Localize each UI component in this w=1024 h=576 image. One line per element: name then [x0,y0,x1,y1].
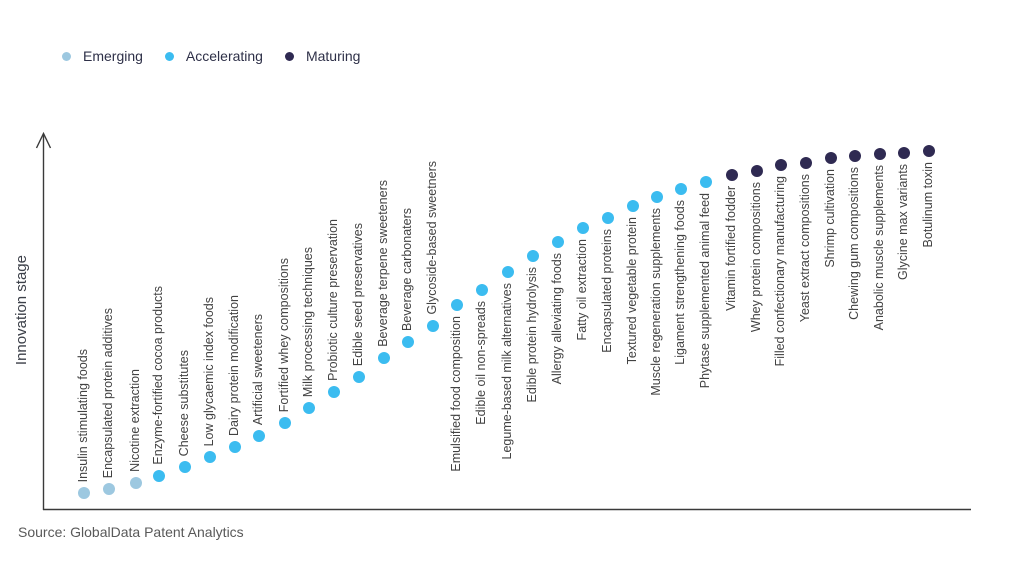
data-point-dot [179,461,191,473]
data-point-label: Botulinum toxin [921,162,935,248]
data-point-label: Textured vegetable protein [625,217,639,365]
data-point-label: Encapsulated proteins [600,229,614,353]
legend: Emerging Accelerating Maturing [62,48,360,64]
data-point-label: Artificial sweeteners [251,313,265,425]
data-point-label: Fatty oil extraction [575,239,589,341]
data-point-label: Glycoside-based sweetners [425,161,439,315]
data-point-dot [279,417,291,429]
data-point-dot [253,430,265,442]
data-point-label: Ligament strengthening foods [673,200,687,365]
data-point-label: Dairy protein modification [227,294,241,436]
data-point-dot [78,487,90,499]
data-point-dot [898,147,910,159]
data-point-dot [651,191,663,203]
data-point-dot [552,236,564,248]
data-point-label: Vitamin fortified fodder [724,186,738,311]
data-point-dot [700,176,712,188]
data-point-label: Emulsified food composition [449,316,463,472]
data-point-label: Filled confectionary manufacturing [773,176,787,367]
data-point-label: Low glycaemic index foods [202,296,216,446]
data-point-dot [527,250,539,262]
data-point-dot [303,402,315,414]
data-point-dot [353,371,365,383]
data-point-label: Beverage terpene sweeteners [376,180,390,347]
legend-label: Emerging [83,48,143,64]
data-point-label: Glycine max variants [896,164,910,281]
data-point-dot [849,150,861,162]
data-point-label: Edible oil non-spreads [474,301,488,425]
legend-item-emerging: Emerging [62,48,143,64]
data-point-dot [476,284,488,296]
data-point-label: Edible protein hydrolysis [525,267,539,403]
data-point-label: Beverage carbonaters [400,208,414,331]
data-point-label: Shrimp cultivation [823,169,837,268]
data-point-dot [800,157,812,169]
data-point-dot [402,336,414,348]
data-point-label: Whey protein compositions [749,182,763,333]
legend-label: Maturing [305,48,361,64]
data-point-label: Probiotic culture preservation [326,219,340,381]
data-point-dot [502,266,514,278]
data-point-dot [204,451,216,463]
data-point-dot [874,148,886,160]
data-point-label: Legume-based milk alternatives [500,283,514,460]
data-point-label: Milk processing techniques [301,246,315,397]
legend-dot-icon [284,51,294,61]
data-point-dot [378,352,390,364]
data-point-label: Edible seed preservatives [351,222,365,366]
data-point-dot [923,145,935,157]
y-axis-title: Innovation stage [13,255,30,366]
data-point-label: Enzyme-fortified cocoa products [151,286,165,465]
data-point-dot [627,200,639,212]
data-point-dot [577,222,589,234]
data-point-dot [153,470,165,482]
data-point-dot [751,165,763,177]
y-axis-arrowhead-icon [35,131,52,149]
data-point-dot [328,386,340,398]
data-point-label: Fortified whey compositions [277,257,291,412]
data-point-label: Chewing gum compositions [847,167,861,320]
data-point-label: Allergy alleviating foods [550,253,564,385]
data-point-dot [602,212,614,224]
data-point-dot [130,477,142,489]
legend-dot-icon [164,51,174,61]
data-point-dot [451,299,463,311]
data-point-dot [825,152,837,164]
data-point-dot [427,320,439,332]
data-point-label: Yeast extract compositions [798,174,812,323]
data-point-label: Muscle regeneration supplements [649,208,663,396]
data-point-label: Phytase supplemented animal feed [698,193,712,389]
data-point-dot [775,159,787,171]
data-point-dot [103,483,115,495]
legend-item-maturing: Maturing [284,48,361,64]
data-point-label: Cheese substitutes [177,349,191,456]
legend-item-accelerating: Accelerating [164,48,263,64]
legend-label: Accelerating [185,48,263,64]
data-point-label: Insulin stimulating foods [76,348,90,482]
data-point-dot [229,441,241,453]
source-caption: Source: GlobalData Patent Analytics [18,524,244,540]
data-point-dot [675,183,687,195]
data-point-label: Nicotine extraction [128,369,142,472]
data-point-dot [726,169,738,181]
legend-dot-icon [62,51,71,61]
data-point-label: Anabolic muscle supplements [872,165,886,331]
data-point-label: Encapsulated protein additives [101,307,115,478]
